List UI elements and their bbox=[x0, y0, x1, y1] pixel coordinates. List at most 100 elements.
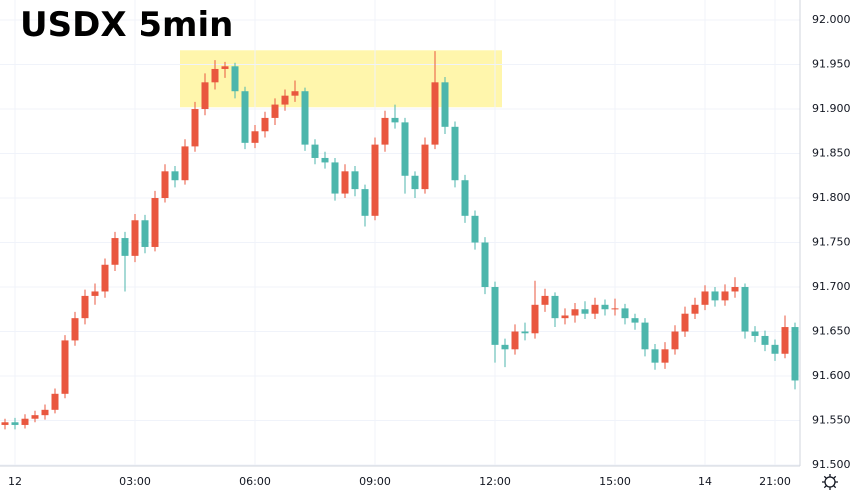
y-tick-label: 91.800 bbox=[812, 191, 851, 204]
candle-body bbox=[211, 68, 219, 83]
candle-body bbox=[21, 418, 29, 425]
candle-body bbox=[371, 144, 379, 216]
candle-body bbox=[391, 117, 399, 123]
candle-body bbox=[701, 291, 709, 305]
y-tick-label: 91.500 bbox=[812, 458, 851, 471]
x-tick-label: 06:00 bbox=[239, 475, 271, 488]
candle-body bbox=[721, 291, 729, 301]
candle-body bbox=[521, 331, 529, 334]
candle-body bbox=[611, 308, 619, 310]
candle-body bbox=[671, 331, 679, 350]
candle-body bbox=[591, 304, 599, 314]
candle-body bbox=[741, 287, 749, 332]
y-tick-label: 91.600 bbox=[812, 369, 851, 382]
x-tick-label: 12:00 bbox=[479, 475, 511, 488]
candle-body bbox=[71, 318, 79, 341]
candle-body bbox=[731, 287, 739, 292]
candle-body bbox=[451, 126, 459, 181]
candle-body bbox=[641, 322, 649, 350]
candle-body bbox=[431, 82, 439, 145]
y-tick-label: 91.650 bbox=[812, 325, 851, 338]
candle-body bbox=[481, 242, 489, 288]
y-tick-label: 91.900 bbox=[812, 102, 851, 115]
candle-body bbox=[571, 309, 579, 316]
x-tick-label: 21:00 bbox=[759, 475, 791, 488]
candle-body bbox=[661, 349, 669, 363]
candle-body bbox=[121, 238, 129, 256]
candle-body bbox=[631, 318, 639, 323]
y-tick-label: 92.000 bbox=[812, 13, 851, 26]
candle-body bbox=[411, 175, 419, 190]
y-tick-label: 91.750 bbox=[812, 236, 851, 249]
settings-icon[interactable] bbox=[822, 474, 838, 490]
candle-body bbox=[621, 308, 629, 319]
candle-body bbox=[151, 198, 159, 247]
candle-body bbox=[551, 295, 559, 319]
candle-body bbox=[581, 309, 589, 314]
candle-body bbox=[231, 66, 239, 92]
candle-body bbox=[311, 144, 319, 158]
candle-body bbox=[141, 220, 149, 247]
candle-body bbox=[791, 327, 799, 381]
highlight-box bbox=[180, 50, 502, 108]
candle-body bbox=[351, 171, 359, 190]
candle-body bbox=[111, 238, 119, 265]
candle-body bbox=[1, 422, 9, 425]
candle-body bbox=[531, 304, 539, 334]
candle-body bbox=[181, 146, 189, 181]
candle-body bbox=[691, 304, 699, 314]
candle-body bbox=[781, 327, 789, 354]
candle-body bbox=[331, 162, 339, 194]
candle-body bbox=[191, 109, 199, 147]
candle-body bbox=[751, 331, 759, 336]
candle-body bbox=[161, 171, 169, 199]
candle-body bbox=[491, 287, 499, 345]
y-tick-label: 91.850 bbox=[812, 147, 851, 160]
x-tick-label: 15:00 bbox=[599, 475, 631, 488]
marks bbox=[1, 51, 799, 430]
candle-body bbox=[11, 422, 19, 425]
chart-title: USDX 5min bbox=[20, 5, 233, 45]
candle-body bbox=[441, 82, 449, 127]
candle-body bbox=[61, 340, 69, 394]
candle-body bbox=[31, 415, 39, 419]
candle-body bbox=[51, 393, 59, 410]
candle-body bbox=[301, 91, 309, 145]
candle-body bbox=[341, 171, 349, 194]
x-tick-label: 03:00 bbox=[119, 475, 151, 488]
x-tick-label: 09:00 bbox=[359, 475, 391, 488]
x-tick-label: 14 bbox=[698, 475, 712, 488]
y-tick-label: 91.700 bbox=[812, 280, 851, 293]
candle-body bbox=[81, 295, 89, 319]
candle-body bbox=[321, 157, 329, 163]
grid bbox=[0, 0, 800, 466]
candle-body bbox=[401, 122, 409, 176]
candle-body bbox=[651, 349, 659, 363]
candle-body bbox=[711, 291, 719, 301]
candle-body bbox=[281, 95, 289, 105]
candle-body bbox=[91, 291, 99, 296]
candle-body bbox=[221, 66, 229, 69]
candle-body bbox=[131, 220, 139, 256]
candle-body bbox=[471, 215, 479, 243]
candle-body bbox=[171, 171, 179, 181]
candle-body bbox=[501, 344, 509, 350]
candle-body bbox=[251, 131, 259, 143]
candle-body bbox=[291, 91, 299, 96]
candle-body bbox=[771, 344, 779, 354]
candle-body bbox=[511, 331, 519, 350]
candle-body bbox=[101, 264, 109, 292]
candle-body bbox=[761, 335, 769, 345]
candle-body bbox=[41, 409, 49, 416]
candle-body bbox=[461, 180, 469, 216]
candle-body bbox=[681, 313, 689, 332]
candle-body bbox=[601, 304, 609, 310]
candle-body bbox=[271, 104, 279, 118]
x-tick-label: 12 bbox=[8, 475, 22, 488]
y-tick-label: 91.550 bbox=[812, 414, 851, 427]
candle-body bbox=[561, 315, 569, 319]
candle-body bbox=[201, 82, 209, 110]
candle-body bbox=[241, 91, 249, 143]
y-tick-label: 91.950 bbox=[812, 58, 851, 71]
